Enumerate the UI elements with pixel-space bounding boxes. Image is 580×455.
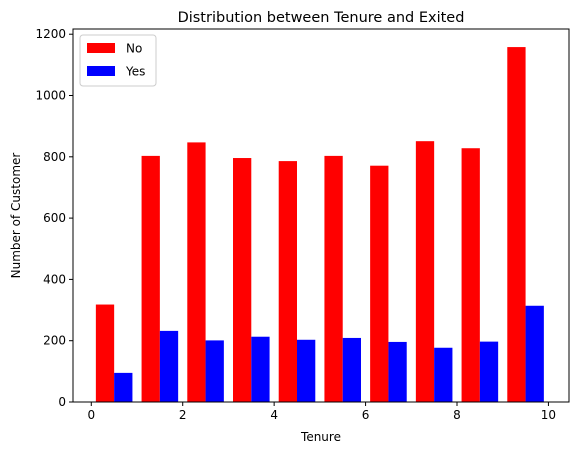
bar-no-5 [324,155,343,402]
x-tick-label-0: 0 [87,408,95,422]
legend-swatch-yes [87,66,115,76]
bars-group [95,47,544,402]
bar-yes-7 [434,347,453,402]
chart-title: Distribution between Tenure and Exited [178,10,465,26]
bar-no-6 [370,165,389,402]
bar-yes-4 [297,339,316,402]
y-tick-label-1000: 1000 [35,89,66,103]
bar-yes-2 [205,340,224,402]
y-tick-label-600: 600 [43,211,66,225]
y-tick-label-1200: 1200 [35,27,66,41]
bar-no-0 [95,304,115,402]
bar-yes-6 [388,341,407,402]
bar-yes-9 [525,305,544,402]
x-tick-label-2: 2 [179,408,187,422]
x-axis-label: Tenure [300,430,341,444]
bar-yes-8 [479,341,499,402]
y-axis-label: Number of Customer [9,153,23,279]
x-tick-label-10: 10 [541,408,556,422]
y-tick-label-0: 0 [58,395,66,409]
x-tick-label-4: 4 [270,408,278,422]
y-tick-label-200: 200 [43,334,66,348]
bar-no-1 [141,155,160,402]
bar-yes-3 [251,336,270,402]
bar-no-3 [233,158,252,402]
bar-no-8 [461,148,480,402]
bar-no-7 [415,141,435,402]
bar-yes-5 [342,337,361,402]
axes-frame [72,28,570,403]
legend-swatch-no [87,43,115,53]
y-tick-label-800: 800 [43,150,66,164]
legend-label-no: No [126,42,142,56]
bar-no-4 [278,161,297,402]
legend-label-yes: Yes [125,65,145,79]
x-tick-label-6: 6 [362,408,370,422]
x-tick-label-8: 8 [453,408,461,422]
legend: No Yes [79,34,157,87]
bar-yes-0 [114,372,133,402]
bar-yes-1 [159,330,179,402]
x-axis-ticks: 0 2 4 6 8 10 [87,402,556,422]
y-axis-ticks: 0 200 400 600 800 1000 1200 [35,27,73,409]
bar-no-9 [507,47,526,402]
y-tick-label-400: 400 [43,272,66,286]
bar-no-2 [187,142,206,402]
